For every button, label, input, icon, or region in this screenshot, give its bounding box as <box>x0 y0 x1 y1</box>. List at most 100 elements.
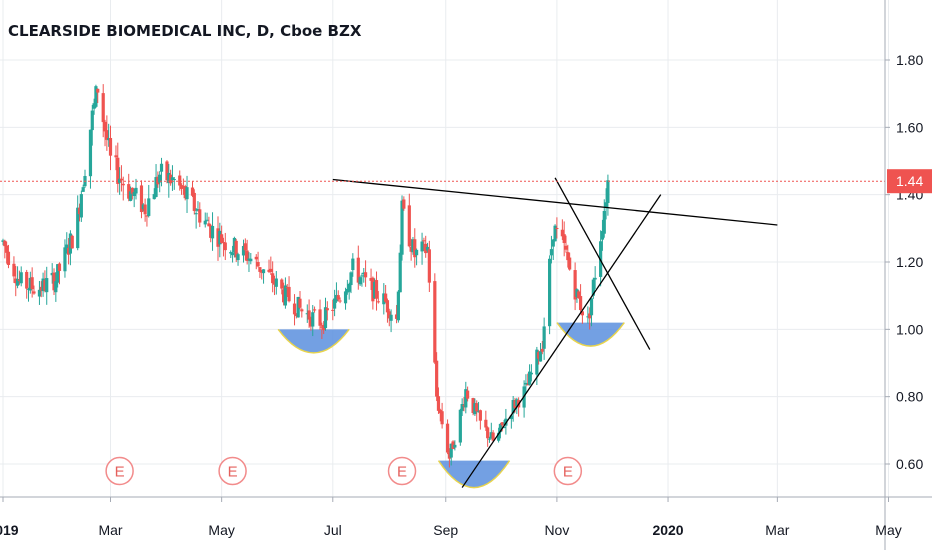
candle-body <box>486 427 490 439</box>
candle-body <box>413 239 417 258</box>
candle-body <box>12 263 16 277</box>
x-tick-label: 2019 <box>0 522 19 538</box>
candle-body <box>336 295 340 300</box>
candle-body <box>285 287 289 289</box>
candle-body <box>568 257 572 270</box>
candle-body <box>207 223 211 227</box>
candle-body <box>362 272 366 275</box>
candle-body <box>141 204 145 210</box>
candle-body <box>402 199 406 209</box>
candle-body <box>292 303 297 315</box>
candle-body <box>203 220 207 225</box>
candle-body <box>384 293 388 302</box>
candle-body <box>526 384 530 386</box>
candle-body <box>300 309 304 312</box>
candle-body <box>394 314 399 319</box>
candle-body <box>190 187 195 196</box>
candle-body <box>487 438 492 440</box>
candle-body <box>167 172 171 183</box>
candle-body <box>185 187 189 200</box>
candle-body <box>460 404 464 411</box>
candle-body <box>76 207 80 249</box>
candle-body <box>385 300 390 313</box>
candle-body <box>575 289 579 297</box>
candle-body <box>209 225 213 238</box>
candle-body <box>524 382 528 385</box>
candle-body <box>513 400 517 409</box>
candle-body <box>591 279 595 296</box>
candle-body <box>462 405 466 407</box>
candle-body <box>96 88 100 93</box>
candle-body <box>221 241 226 244</box>
x-tick-label: Mar <box>765 522 789 538</box>
earnings-marker-label: E <box>563 464 573 481</box>
candlestick-series <box>1 84 610 468</box>
candle-body <box>478 410 482 421</box>
candle-body <box>360 275 364 277</box>
candle-body <box>249 258 253 262</box>
candle-body <box>555 227 559 229</box>
candle-body <box>369 278 373 281</box>
candle-body <box>562 234 566 243</box>
candle-body <box>347 283 351 292</box>
candle-body <box>243 243 247 251</box>
candle-body <box>274 278 278 287</box>
candle-body <box>118 178 122 183</box>
candle-body <box>92 103 96 109</box>
earnings-marker <box>387 456 417 486</box>
candle-body <box>409 246 413 252</box>
candle-body <box>588 313 592 319</box>
candle-body <box>5 245 9 253</box>
candle-body <box>156 176 160 185</box>
candle-body <box>260 270 264 273</box>
candle-body <box>256 262 260 267</box>
candle-body <box>232 237 236 253</box>
candle-body <box>170 177 175 181</box>
candle-body <box>159 163 164 172</box>
resistance-trendline <box>332 178 778 226</box>
candle-body <box>471 398 475 413</box>
candle-body <box>296 296 300 318</box>
candle-body <box>476 411 481 413</box>
candle-body <box>52 272 56 291</box>
candle-body <box>39 286 43 291</box>
candle-body <box>154 177 158 197</box>
candle-body <box>371 277 375 302</box>
candle-body <box>604 202 608 208</box>
candle-body <box>216 228 220 247</box>
earnings-marker-label: E <box>228 464 238 481</box>
x-tick-label: May <box>875 522 901 538</box>
candle-body <box>271 273 275 284</box>
candle-body <box>589 298 594 316</box>
candle-body <box>145 215 149 217</box>
candle-body <box>398 252 402 293</box>
candle-body <box>28 277 32 291</box>
candle-body <box>220 234 224 243</box>
candle-body <box>305 313 309 315</box>
candle-body <box>466 390 470 399</box>
candle-body <box>198 209 202 223</box>
candle-body <box>560 229 564 237</box>
candle-body <box>498 423 503 433</box>
candle-body <box>37 289 42 297</box>
candle-body <box>107 137 111 141</box>
y-tick-label: 1.60 <box>896 119 923 135</box>
candle-body <box>540 348 544 352</box>
candle-body <box>236 254 240 261</box>
candle-body <box>606 180 610 203</box>
candle-body <box>573 270 577 300</box>
candle-body <box>358 277 362 285</box>
candle-body <box>553 225 557 242</box>
candle-body <box>420 241 424 252</box>
last-price-badge <box>887 169 932 194</box>
candle-body <box>258 267 262 272</box>
candle-body <box>548 258 552 327</box>
candle-body <box>435 360 439 397</box>
candle-body <box>564 245 568 250</box>
candle-body <box>1 240 5 242</box>
candle-body <box>509 415 513 420</box>
support-trendline <box>461 194 662 488</box>
x-tick-label: Nov <box>544 522 569 538</box>
